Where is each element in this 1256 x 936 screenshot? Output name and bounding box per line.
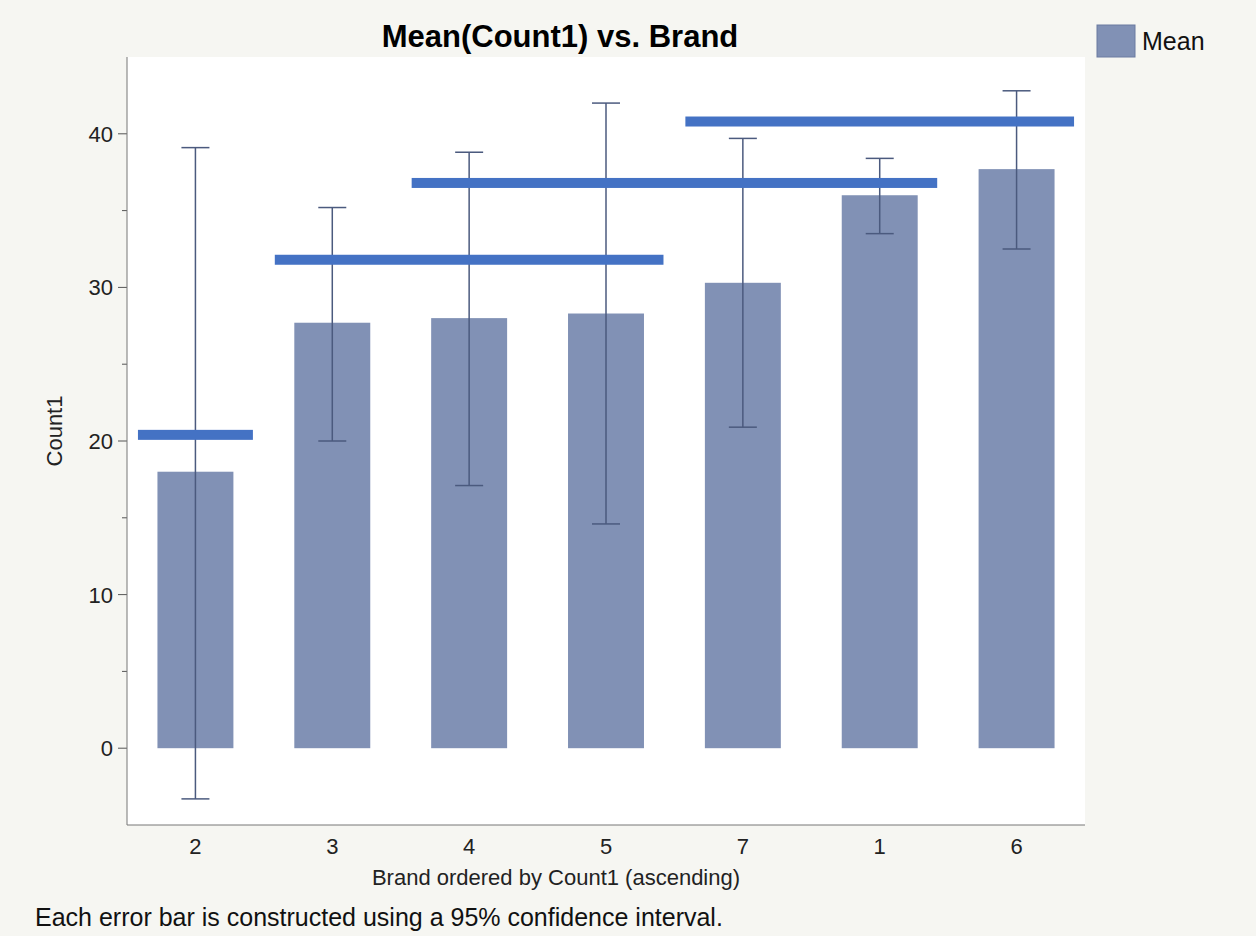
y-axis-label: Count1 [42, 396, 67, 467]
error-bar [318, 208, 346, 441]
title: Mean(Count1) vs. Brand [382, 19, 739, 54]
error-cap-upper [592, 102, 620, 104]
error-cap-upper [455, 151, 483, 153]
minor-tick [122, 671, 127, 672]
error-cap-upper [318, 207, 346, 209]
chart: 0 10 20 30 40 2 3 4 5 7 1 6 Mean(Count1) vs. Brand Br… [0, 0, 1256, 936]
marks [138, 91, 1074, 799]
x-tick-label: 3 [326, 834, 338, 859]
y-tick [118, 287, 127, 288]
minor-tick [122, 364, 127, 365]
error-cap-lower [455, 485, 483, 487]
error-cap-lower [729, 426, 757, 428]
error-cap-lower [866, 233, 894, 235]
group-line [685, 117, 1074, 127]
plot-area [127, 57, 1085, 825]
legend-label: Mean [1142, 27, 1205, 55]
x-tick-label: 7 [737, 834, 749, 859]
error-cap-upper [866, 158, 894, 160]
error-cap-lower [181, 798, 209, 800]
error-cap-lower [1003, 248, 1031, 250]
error-stem [605, 103, 607, 524]
x-tick-label: 1 [874, 834, 886, 859]
error-stem [1016, 91, 1018, 249]
x-axis-label: Brand ordered by Count1 (ascending) [372, 865, 740, 890]
y-tick [118, 748, 127, 749]
error-cap-upper [1003, 90, 1031, 92]
y-tick [118, 594, 127, 595]
error-cap-upper [181, 147, 209, 149]
y-tick-label: 10 [89, 583, 113, 608]
minor-tick [122, 517, 127, 518]
y-tick-label: 0 [101, 736, 113, 761]
y-axis-line [127, 57, 128, 825]
y-tick [118, 133, 127, 134]
error-bar [592, 103, 620, 524]
error-bar [1003, 91, 1031, 249]
group-line [275, 255, 664, 265]
error-bar [181, 148, 209, 799]
y-tick-label: 20 [89, 429, 113, 454]
footnote: Each error bar is constructed using a 95… [35, 903, 723, 931]
x-tick-label: 4 [463, 834, 475, 859]
error-cap-lower [318, 440, 346, 442]
x-axis-line [127, 825, 1085, 826]
group-line [412, 178, 938, 188]
minor-tick [122, 210, 127, 211]
x-tick-label: 2 [189, 834, 201, 859]
error-stem [879, 158, 881, 233]
error-cap-lower [592, 523, 620, 525]
y-tick-label: 30 [89, 275, 113, 300]
y-tick [118, 441, 127, 442]
x-tick-label: 6 [1010, 834, 1022, 859]
error-bar [866, 158, 894, 233]
legend-swatch [1097, 25, 1135, 57]
group-line [138, 430, 253, 440]
error-cap-upper [729, 138, 757, 140]
error-stem [332, 208, 334, 441]
x-tick-label: 5 [600, 834, 612, 859]
bar [979, 169, 1055, 748]
y-tick-label: 40 [89, 122, 113, 147]
error-stem [195, 148, 197, 799]
error-bar [455, 152, 483, 485]
error-stem [468, 152, 470, 485]
bar [842, 195, 918, 748]
